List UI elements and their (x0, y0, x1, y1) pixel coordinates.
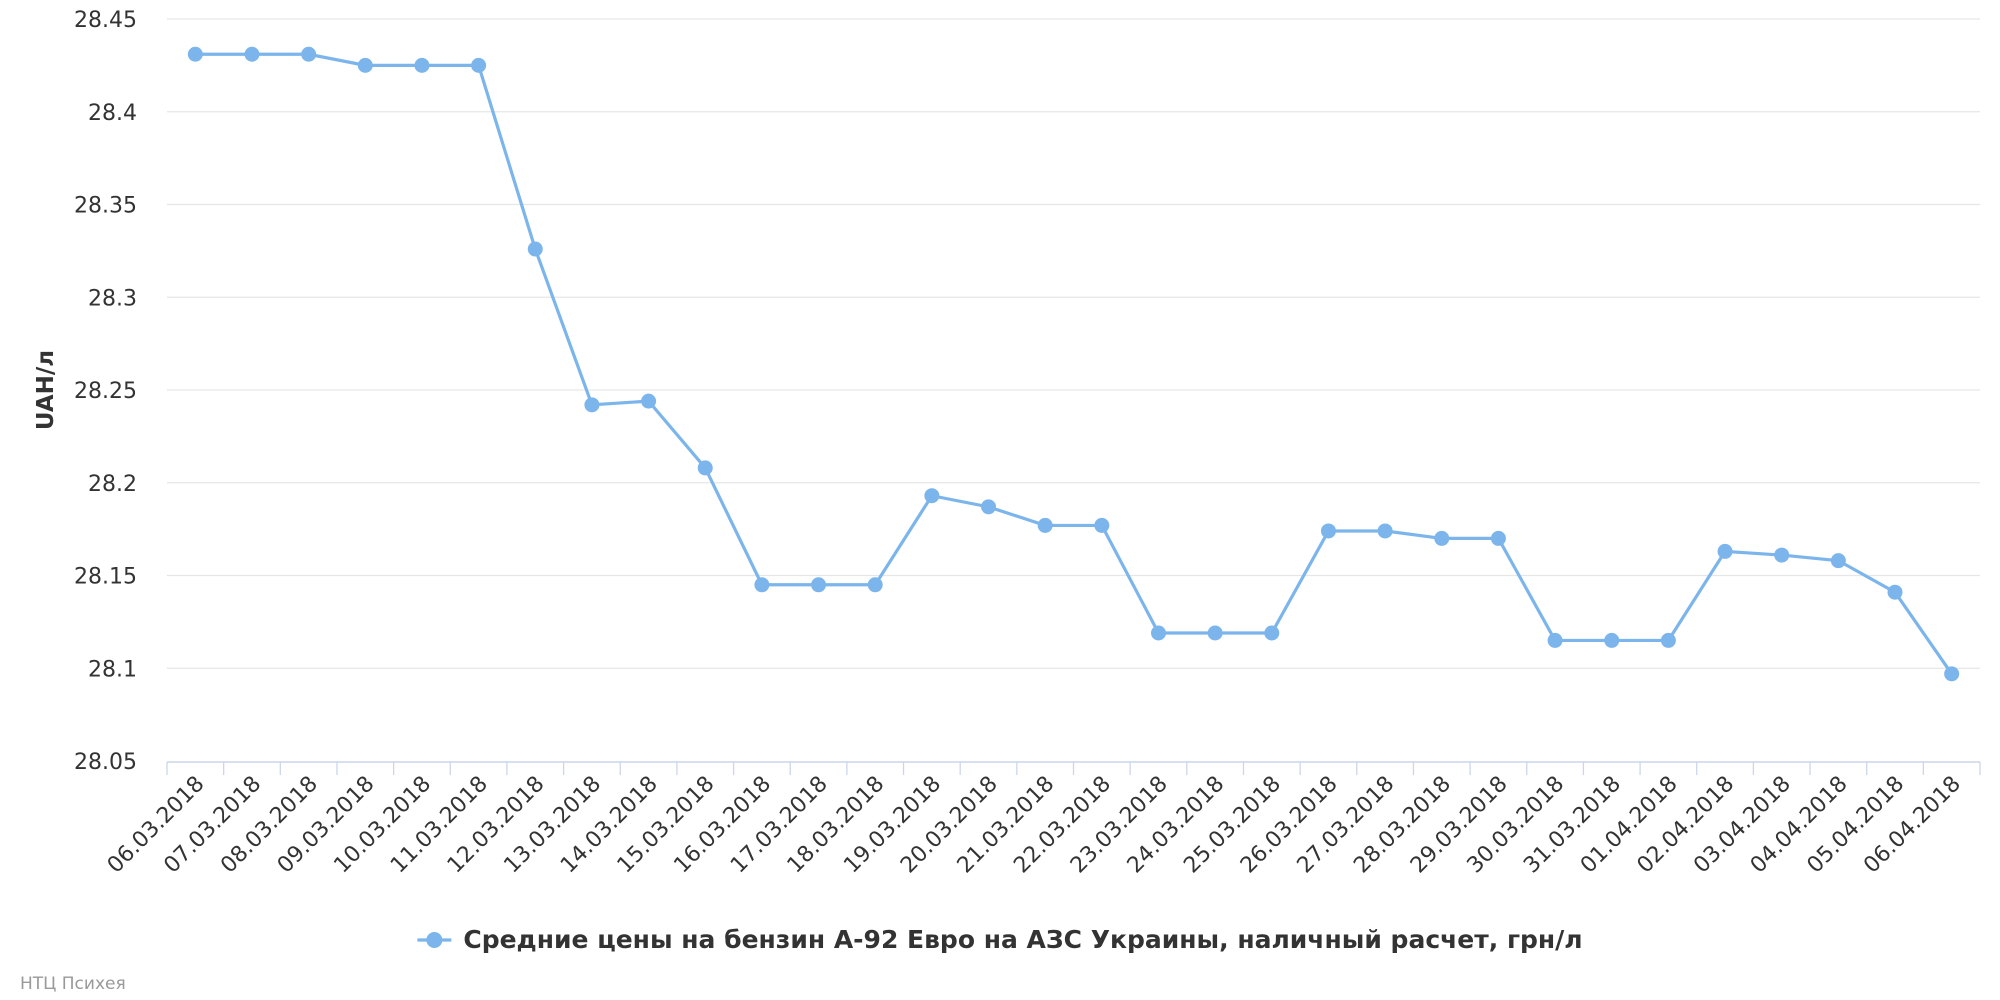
legend-label: Средние цены на бензин А-92 Евро на АЗС … (463, 925, 1582, 954)
data-point (1150, 625, 1166, 641)
data-point (1377, 523, 1393, 539)
data-point (1717, 543, 1733, 559)
data-point (301, 46, 317, 62)
y-tick-label: 28.35 (74, 194, 137, 219)
data-point (414, 57, 430, 73)
data-point (811, 577, 827, 593)
data-point (641, 393, 657, 409)
data-point (1830, 553, 1846, 569)
data-point (924, 488, 940, 504)
data-point (981, 499, 997, 515)
data-point (754, 577, 770, 593)
y-axis-title: UAH/л (33, 350, 59, 430)
data-point (1660, 632, 1676, 648)
data-point (1887, 584, 1903, 600)
data-point (1264, 625, 1280, 641)
y-tick-label: 28.3 (88, 286, 137, 311)
data-point (584, 397, 600, 413)
data-point (187, 46, 203, 62)
y-tick-label: 28.05 (74, 750, 137, 775)
y-tick-label: 28.2 (88, 472, 137, 497)
data-point (1944, 666, 1960, 682)
data-point (1434, 530, 1450, 546)
data-point (1320, 523, 1336, 539)
data-point (1547, 632, 1563, 648)
y-tick-label: 28.25 (74, 379, 137, 404)
y-tick-label: 28.15 (74, 565, 137, 590)
data-point (1774, 547, 1790, 563)
series-line (195, 52, 1953, 675)
data-point (867, 577, 883, 593)
data-point (697, 460, 713, 476)
data-point (527, 241, 543, 257)
data-point (1490, 530, 1506, 546)
legend-item[interactable]: Средние цены на бензин А-92 Евро на АЗС … (417, 925, 1583, 954)
data-point (244, 46, 260, 62)
data-point (1604, 632, 1620, 648)
data-point (1207, 625, 1223, 641)
legend-symbol (426, 932, 443, 948)
credits: НТЦ Психея (20, 974, 126, 994)
y-tick-label: 28.1 (88, 657, 137, 682)
data-point (1094, 517, 1110, 533)
data-point (357, 57, 373, 73)
y-tick-label: 28.4 (88, 101, 137, 126)
data-point (1037, 517, 1053, 533)
data-point (471, 57, 487, 73)
y-tick-label: 28.45 (74, 8, 137, 33)
